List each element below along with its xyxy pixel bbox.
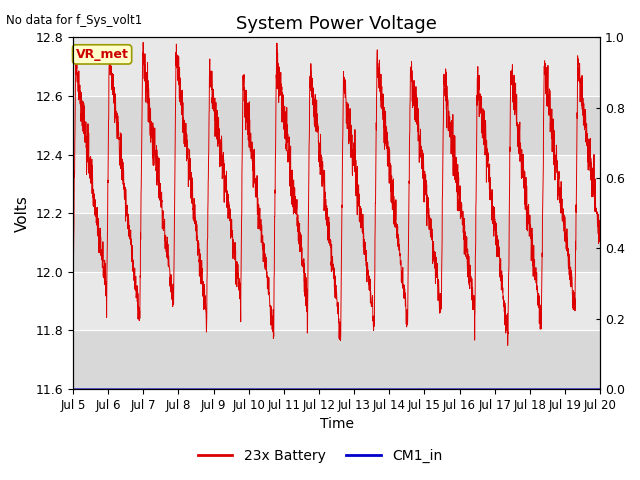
Text: VR_met: VR_met: [76, 48, 129, 61]
Text: No data for f_Sys_volt1: No data for f_Sys_volt1: [6, 14, 143, 27]
Title: System Power Voltage: System Power Voltage: [236, 15, 437, 33]
Bar: [73, 155, 600, 213]
Bar: [73, 213, 600, 272]
Y-axis label: Volts: Volts: [15, 195, 30, 232]
Legend: 23x Battery, CM1_in: 23x Battery, CM1_in: [192, 443, 448, 468]
Bar: [73, 96, 600, 155]
Bar: [73, 272, 600, 331]
X-axis label: Time: Time: [319, 418, 353, 432]
Bar: [73, 331, 600, 389]
Bar: [73, 37, 600, 96]
